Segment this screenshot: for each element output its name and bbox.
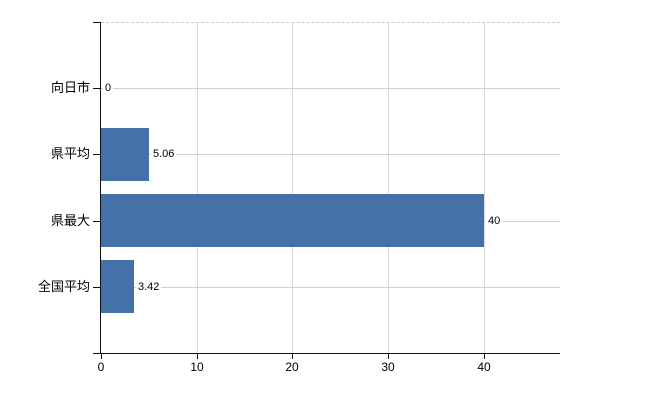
v-gridline — [196, 22, 198, 353]
x-tick-label: 30 — [381, 360, 395, 374]
h-gridline — [101, 88, 560, 89]
category-label: 向日市 — [50, 80, 90, 95]
h-gridline — [101, 287, 560, 288]
x-tick-label: 20 — [285, 360, 299, 374]
x-axis-tick — [101, 354, 102, 359]
x-tick-label: 0 — [97, 360, 105, 374]
category-label: 県最大 — [50, 213, 90, 228]
y-axis-tick — [93, 221, 101, 222]
bar — [101, 128, 149, 181]
value-label: 3.42 — [136, 279, 162, 295]
plot-border-top — [101, 22, 560, 23]
category-label: 県平均 — [50, 146, 90, 161]
y-axis-top-tick — [93, 22, 101, 23]
x-axis-tick — [197, 354, 198, 359]
value-label: 0 — [103, 80, 114, 96]
y-axis-tick — [93, 88, 101, 89]
y-axis-tick — [93, 154, 101, 155]
x-axis-tick — [388, 354, 389, 359]
v-gridline — [387, 22, 389, 353]
bar — [101, 194, 484, 247]
v-gridline — [483, 22, 485, 353]
v-gridline — [292, 22, 294, 353]
x-axis-tick — [292, 354, 293, 359]
y-axis-tick — [93, 287, 101, 288]
h-gridline — [101, 154, 560, 155]
value-label: 5.06 — [151, 146, 177, 162]
x-tick-label: 10 — [190, 360, 204, 374]
y-axis-line — [100, 22, 101, 353]
x-axis-tick — [484, 354, 485, 359]
x-axis-line — [93, 353, 560, 354]
bar — [101, 260, 134, 313]
value-label: 40 — [486, 213, 503, 229]
x-tick-label: 40 — [477, 360, 491, 374]
category-label: 全国平均 — [37, 279, 90, 294]
